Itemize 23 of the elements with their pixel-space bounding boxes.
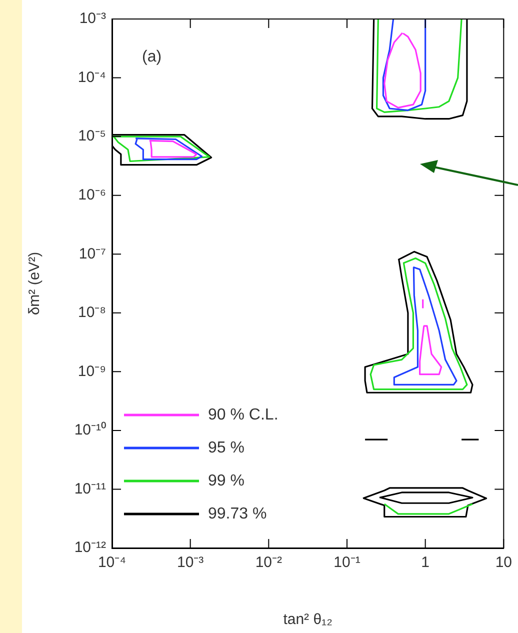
- x-tick-label: 10: [495, 554, 512, 572]
- y-tick-label: 10⁻³: [79, 10, 106, 28]
- y-tick-label: 10⁻¹¹: [74, 480, 106, 498]
- y-axis-title: δm² (eV²): [26, 252, 44, 316]
- x-tick-label: 1: [421, 554, 430, 572]
- y-tick-label: 10⁻¹⁰: [74, 422, 106, 439]
- x-tick-label: 10⁻²: [255, 554, 282, 572]
- x-tick-label: 10⁻⁴: [98, 554, 126, 572]
- x-tick-label: 10⁻¹: [334, 554, 360, 572]
- y-tick-label: 10⁻⁹: [78, 362, 106, 380]
- legend-label: 95 %: [208, 439, 244, 456]
- y-tick-label: 10⁻¹²: [74, 539, 106, 556]
- y-tick-label: 10⁻⁷: [78, 245, 106, 262]
- annotation: (a): [142, 48, 162, 66]
- y-tick-label: 10⁻⁵: [78, 128, 106, 145]
- x-tick-label: 10⁻³: [176, 554, 204, 572]
- y-tick-label: 10⁻⁸: [78, 304, 106, 322]
- y-tick-label: 10⁻⁶: [78, 186, 106, 204]
- legend-label: 99.73 %: [208, 505, 267, 522]
- y-tick-label: 10⁻⁴: [78, 68, 106, 86]
- legend-label: 90 % C.L.: [208, 406, 278, 424]
- legend-label: 99 %: [208, 472, 244, 490]
- x-axis-title: tan² θ₁₂: [283, 611, 333, 628]
